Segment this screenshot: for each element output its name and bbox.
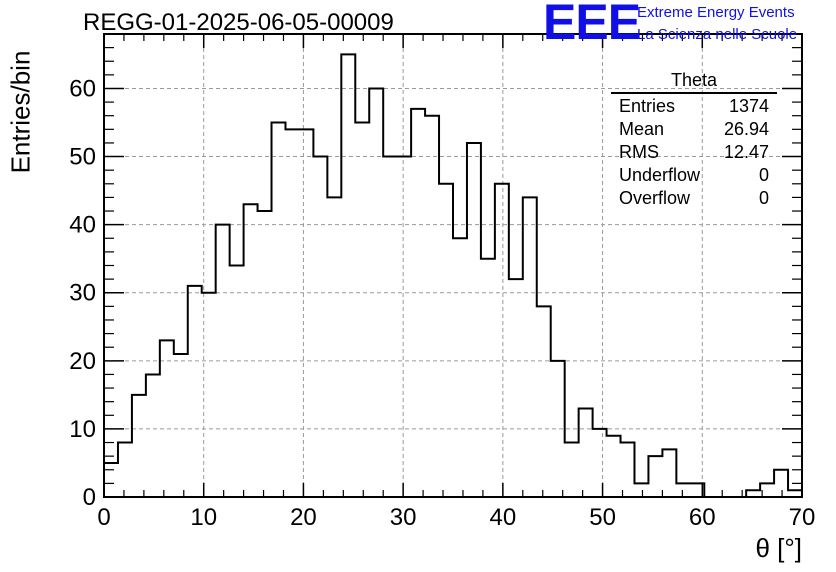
stats-value: 1374 — [728, 96, 769, 116]
histogram-bin — [774, 470, 788, 497]
histogram-bin — [411, 109, 425, 497]
stats-label: Entries — [619, 96, 676, 116]
stats-row-overflow: Overflow 0 — [611, 187, 777, 210]
plot-frame — [103, 33, 803, 498]
y-axis-label: Entries/bin — [5, 50, 36, 174]
histogram-bin — [788, 490, 802, 497]
y-tick-label: 10 — [69, 416, 96, 443]
run-title: REGG-01-2025-06-05-00009 — [83, 9, 394, 36]
x-tick-label: 30 — [390, 504, 417, 531]
stats-row-underflow: Underflow 0 — [611, 164, 777, 187]
y-tick-label: 0 — [83, 484, 96, 511]
histogram-bin — [648, 456, 662, 497]
tick-labels: 0 10 20 30 40 50 60 70 0 10 20 30 40 50 60 — [69, 75, 815, 531]
y-tick-label: 40 — [69, 212, 96, 239]
histogram-bin — [341, 54, 355, 497]
stats-label: Mean — [619, 119, 665, 139]
histogram-bin — [118, 443, 132, 497]
histogram-bin — [258, 211, 272, 497]
stats-box: Theta Entries 1374 Mean 26.94 RMS 12.47 … — [611, 70, 777, 210]
histogram-bin — [495, 184, 509, 497]
histogram-bin — [146, 374, 160, 497]
histogram-bin — [662, 449, 676, 497]
x-tick-label: 70 — [789, 504, 816, 531]
x-tick-label: 10 — [190, 504, 217, 531]
histogram-bin — [607, 436, 621, 497]
x-tick-label: 0 — [97, 504, 110, 531]
histogram-bin — [397, 157, 411, 497]
histogram-outline — [103, 53, 803, 498]
histogram-bin — [188, 286, 202, 497]
x-tick-label: 40 — [490, 504, 517, 531]
histogram-bin — [355, 123, 369, 497]
histogram-bin — [593, 429, 607, 497]
histogram-bin — [383, 157, 397, 497]
histogram-bin — [104, 463, 118, 497]
logo-subtitle-2: La Scienza nelle Scuole — [637, 26, 798, 43]
stats-label: Overflow — [619, 188, 691, 208]
eee-logo: EEE — [543, 0, 641, 50]
histogram-bin — [676, 483, 690, 497]
x-tick-label: 50 — [589, 504, 616, 531]
histogram-bin — [509, 279, 523, 497]
histogram-bin — [313, 157, 327, 497]
histogram-bin — [579, 408, 593, 497]
histogram-bin — [481, 259, 495, 497]
histogram-bin — [327, 197, 341, 497]
histogram-bin — [285, 129, 299, 497]
x-axis-label: θ [°] — [755, 533, 802, 563]
stats-value: 0 — [758, 188, 769, 208]
histogram-bin — [160, 340, 174, 497]
histogram-bin — [439, 184, 453, 497]
histogram-bin — [467, 143, 481, 497]
stats-label: Underflow — [619, 165, 701, 185]
histogram-bin — [244, 204, 258, 497]
stats-title: Theta — [611, 70, 777, 94]
stats-row-rms: RMS 12.47 — [611, 141, 777, 164]
stats-value: 12.47 — [723, 142, 769, 162]
x-tick-label: 60 — [689, 504, 716, 531]
histogram-bin — [565, 443, 579, 497]
grid-lines — [104, 34, 802, 497]
stats-row-mean: Mean 26.94 — [611, 118, 777, 141]
histogram-bin — [621, 443, 635, 497]
y-tick-label: 50 — [69, 144, 96, 171]
histogram-bin — [746, 490, 760, 497]
logo-subtitle-1: Extreme Energy Events — [637, 4, 795, 21]
histogram-bin — [425, 116, 439, 497]
y-tick-label: 20 — [69, 348, 96, 375]
stats-value: 0 — [758, 165, 769, 185]
y-tick-label: 30 — [69, 280, 96, 307]
histogram-bin — [537, 306, 551, 497]
histogram-bin — [453, 238, 467, 497]
histogram-bin — [272, 123, 286, 497]
stats-label: RMS — [619, 142, 659, 162]
histogram-bin — [523, 197, 537, 497]
y-tick-label: 60 — [69, 75, 96, 102]
histogram-bin — [634, 483, 648, 497]
histogram-bin — [132, 395, 146, 497]
stats-row-entries: Entries 1374 — [611, 95, 777, 118]
histogram-bin — [230, 266, 244, 498]
x-tick-label: 20 — [290, 504, 317, 531]
histogram-bin — [299, 129, 313, 497]
stats-value: 26.94 — [723, 119, 769, 139]
histogram-bin — [174, 354, 188, 497]
